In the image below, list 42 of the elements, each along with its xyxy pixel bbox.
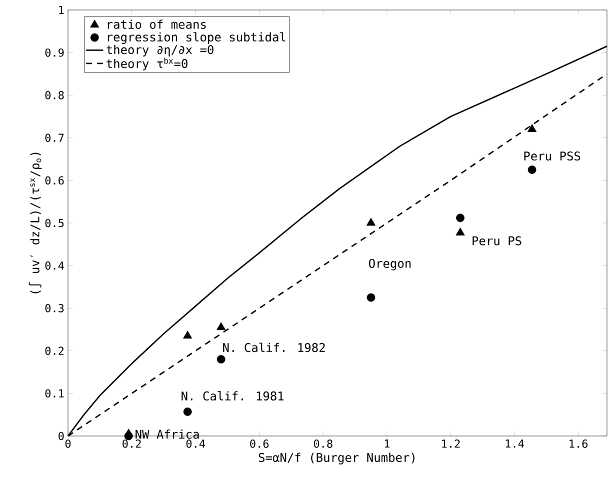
point: [183, 330, 192, 339]
x-tick-label: 0.8: [314, 440, 332, 448]
x-tick-label: 1.2: [442, 440, 460, 448]
y-tick-label: 0.2: [45, 346, 64, 355]
point: [216, 322, 226, 330]
point: [216, 355, 226, 364]
annotation: NW Africa: [136, 430, 199, 439]
x-tick-label: 0: [65, 440, 71, 448]
x-tick-label: 1.4: [506, 440, 524, 448]
y-tick-label: 0.5: [45, 218, 64, 228]
annotation: Oregon: [369, 258, 411, 270]
y-tick-label: 1: [59, 6, 64, 14]
x-tick-label: 1: [384, 440, 390, 448]
y-tick-label: 0.9: [45, 48, 64, 57]
y-tick-label: 0.1: [45, 389, 64, 398]
point: [528, 166, 536, 174]
point: [528, 124, 537, 132]
x-tick-label: 0.6: [250, 440, 269, 448]
x-axis-title: S=αN/f (Burger Number): [258, 452, 414, 464]
annotation: N. Calif. 1982: [223, 342, 325, 352]
annotation: Peru PSS: [524, 151, 580, 161]
x-tick-label: 0.4: [186, 440, 205, 448]
x-tick-label: 0.2: [122, 440, 141, 448]
y-tick-label: 0.6: [45, 176, 64, 185]
x-tick-label: 1.6: [570, 440, 588, 448]
y-tick-label: 0.7: [45, 134, 64, 142]
annotation: N. Calif. 1981: [182, 391, 284, 401]
point: [456, 228, 465, 236]
point: [366, 218, 376, 226]
legend-label: theory ∂η/∂x =0: [106, 44, 214, 56]
legend-label: regression slope subtidal: [108, 32, 286, 44]
y-tick-label: 0: [58, 432, 64, 440]
point: [183, 408, 192, 416]
y-tick-label: 0.8: [45, 91, 64, 100]
legend-label: ratio of means: [108, 20, 206, 29]
annotation: Peru PS: [472, 236, 522, 246]
y-tick-label: 0.3: [45, 304, 64, 312]
y-tick-label: 0.4: [45, 261, 64, 270]
y-axis-title: (∫ uv′ dz/L)/(τ$^{sx}$/ρ$_{o}$): [28, 152, 42, 294]
point: [366, 293, 376, 302]
point: [456, 214, 464, 222]
legend-label: theory τ$^{bx}$=0: [106, 58, 188, 70]
